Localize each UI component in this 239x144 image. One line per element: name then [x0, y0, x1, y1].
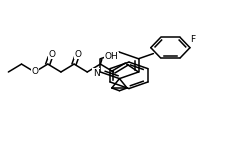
Text: N: N — [93, 69, 99, 78]
Text: F: F — [190, 35, 195, 44]
Text: O: O — [74, 50, 81, 59]
Text: O: O — [48, 50, 55, 59]
Text: OH: OH — [105, 52, 119, 61]
Text: O: O — [31, 68, 38, 76]
